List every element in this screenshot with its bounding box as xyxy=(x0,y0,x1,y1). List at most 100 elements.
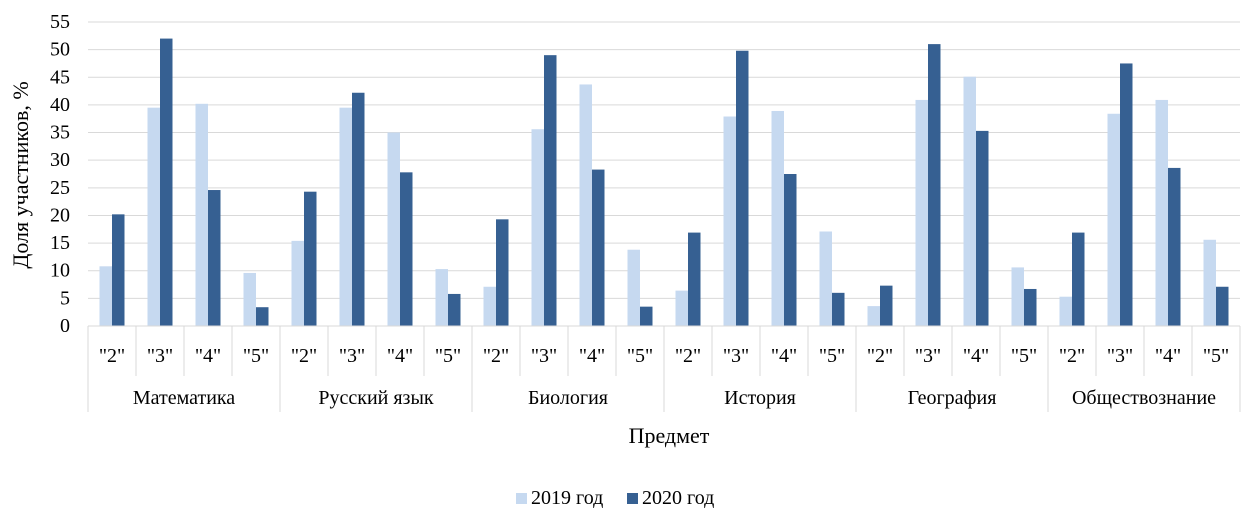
y-tick-label: 45 xyxy=(50,66,70,88)
x-tick-label: "3" xyxy=(339,345,365,367)
bar-2020 xyxy=(304,191,317,326)
bar-2019 xyxy=(531,129,544,326)
bar-2019 xyxy=(99,266,112,326)
bar-2019 xyxy=(243,272,256,326)
bar-2020 xyxy=(1216,286,1229,326)
group-label: История xyxy=(724,387,796,409)
bar-2020 xyxy=(784,174,797,326)
y-tick-label: 40 xyxy=(50,94,70,116)
legend: 2019 год 2020 год xyxy=(516,487,714,509)
x-tick-label: "3" xyxy=(531,345,557,367)
x-tick-label: "5" xyxy=(627,345,653,367)
x-tick-label: "4" xyxy=(195,345,221,367)
bar-2019 xyxy=(387,132,400,326)
y-tick-label: 25 xyxy=(50,177,70,199)
x-tick-label: "2" xyxy=(867,345,893,367)
x-tick-label: "5" xyxy=(243,345,269,367)
x-axis-title: Предмет xyxy=(629,423,710,448)
bar-2019 xyxy=(1203,239,1216,326)
x-tick-label: "5" xyxy=(819,345,845,367)
bar-2020 xyxy=(976,130,989,326)
bar-2019 xyxy=(435,269,448,326)
bar-2020 xyxy=(160,38,173,326)
bar-2020 xyxy=(688,232,701,326)
bars xyxy=(99,38,1229,327)
bar-2019 xyxy=(675,290,688,326)
bar-2019 xyxy=(771,110,784,326)
bar-2020 xyxy=(448,293,461,326)
bar-2019 xyxy=(483,286,496,326)
x-tick-label: "4" xyxy=(579,345,605,367)
bar-2020 xyxy=(1024,288,1037,326)
bar-2020 xyxy=(1072,232,1085,326)
legend-swatch-2020 xyxy=(627,493,638,504)
bar-2020 xyxy=(544,55,557,326)
x-tick-label: "2" xyxy=(1059,345,1085,367)
bar-2020 xyxy=(1168,167,1181,326)
y-tick-label: 0 xyxy=(60,315,70,337)
bar-2020 xyxy=(592,169,605,326)
x-tick-label: "2" xyxy=(483,345,509,367)
bar-2020 xyxy=(880,285,893,326)
x-tick-label: "4" xyxy=(1155,345,1181,367)
axes: 0 5 10 15 20 25 30 35 40 45 50 55 "2" "3" "4" "5" "2" "3"… xyxy=(50,11,1241,412)
x-tick-label: "2" xyxy=(99,345,125,367)
bar-2020 xyxy=(928,44,941,326)
x-tick-label: "3" xyxy=(1107,345,1133,367)
y-tick-label: 10 xyxy=(50,260,70,282)
x-tick-label: "5" xyxy=(435,345,461,367)
legend-label-2019: 2019 год xyxy=(531,487,603,509)
x-tick-label: "2" xyxy=(675,345,701,367)
bar-2020 xyxy=(832,292,845,326)
bar-2019 xyxy=(723,116,736,327)
bar-2019 xyxy=(195,103,208,326)
bar-2019 xyxy=(291,240,304,326)
bar-2020 xyxy=(352,92,365,327)
x-tick-label: "4" xyxy=(963,345,989,367)
group-label: География xyxy=(908,387,997,409)
x-tick-label: "3" xyxy=(147,345,173,367)
gridlines xyxy=(88,21,1240,327)
y-tick-label: 50 xyxy=(50,39,70,61)
bar-2019 xyxy=(963,76,976,326)
y-tick-label: 5 xyxy=(60,287,70,309)
bar-2020 xyxy=(400,172,413,326)
group-label: Математика xyxy=(133,387,235,409)
legend-swatch-2019 xyxy=(516,493,527,504)
x-tick-label: "4" xyxy=(387,345,413,367)
bar-2019 xyxy=(147,107,160,326)
x-tick-label: "5" xyxy=(1011,345,1037,367)
bar-2019 xyxy=(1107,113,1120,327)
bar-2019 xyxy=(867,306,880,326)
bar-2020 xyxy=(736,50,749,326)
group-label: Русский язык xyxy=(318,387,434,409)
x-tick-label: "5" xyxy=(1203,345,1229,367)
y-tick-label: 30 xyxy=(50,149,70,171)
bar-2019 xyxy=(819,231,832,326)
y-tick-label: 35 xyxy=(50,122,70,144)
bar-2020 xyxy=(1120,63,1133,327)
x-tick-label: "3" xyxy=(915,345,941,367)
x-tick-label: "2" xyxy=(291,345,317,367)
y-tick-label: 15 xyxy=(50,232,70,254)
bar-2019 xyxy=(1059,296,1072,326)
bar-2019 xyxy=(1155,99,1168,327)
bar-2020 xyxy=(640,306,653,326)
bar-2019 xyxy=(339,107,352,326)
y-axis-title: Доля участников, % xyxy=(8,81,33,268)
group-label: Биология xyxy=(528,387,608,409)
x-tick-label: "4" xyxy=(771,345,797,367)
y-tick-label: 55 xyxy=(50,11,70,33)
group-label: Обществознание xyxy=(1072,387,1216,409)
bar-2019 xyxy=(1011,267,1024,326)
bar-2019 xyxy=(579,84,592,326)
bar-2019 xyxy=(915,99,928,327)
bar-2020 xyxy=(208,190,221,326)
y-tick-label: 20 xyxy=(50,204,70,226)
legend-label-2020: 2020 год xyxy=(642,487,714,509)
bar-2020 xyxy=(256,307,269,326)
x-tick-label: "3" xyxy=(723,345,749,367)
bar-2019 xyxy=(627,249,640,326)
